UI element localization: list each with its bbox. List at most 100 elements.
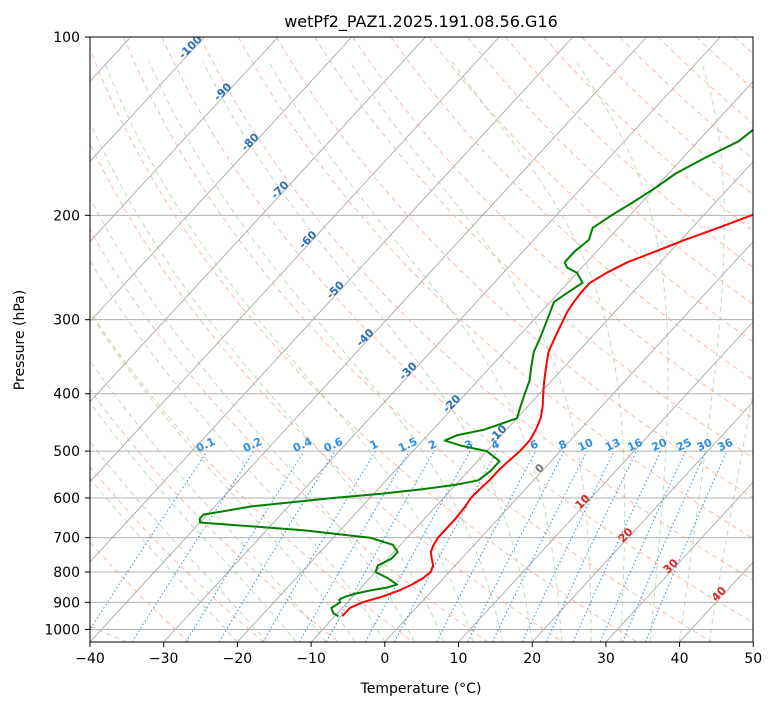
mixing-ratio-labels: 0.1 0.2 0.4 0.6 1 1.5 2 3 4 6 8 10 13 16 20 25 30 36 <box>194 435 735 455</box>
dry-adiabat <box>90 47 638 642</box>
mixing-ratio-line <box>218 450 336 642</box>
profile-lines <box>198 128 753 618</box>
moist-adiabat <box>90 401 297 642</box>
mixing-ratio-label: 16 <box>625 436 645 454</box>
x-axis-ticks: −40 −30 −20 −10 0 10 20 30 40 50 <box>75 642 762 667</box>
isotherm-line <box>163 37 721 642</box>
x-tick-label: 50 <box>744 651 762 667</box>
dry-adiabat <box>123 37 713 642</box>
mixing-ratio-line <box>185 450 305 642</box>
dry-adiabat <box>390 37 753 381</box>
x-tick-label: 40 <box>671 651 689 667</box>
mixing-ratio-line <box>90 450 208 631</box>
dry-adiabat <box>275 37 753 499</box>
isotherm-label: -20 <box>440 392 463 415</box>
isotherm-label: -80 <box>239 130 262 153</box>
isotherm-label: -70 <box>268 178 291 201</box>
dry-adiabat <box>161 37 753 624</box>
moist-adiabat <box>90 440 268 642</box>
moist-adiabat <box>451 61 626 642</box>
x-tick-label: 30 <box>597 651 615 667</box>
isotherm-line <box>90 37 500 483</box>
x-tick-label: −10 <box>296 651 326 667</box>
mixing-ratio-line <box>131 450 255 642</box>
isotherm-line <box>384 241 753 642</box>
dry-adiabat <box>90 229 489 642</box>
dry-adiabat <box>505 37 753 268</box>
isotherm-label: -60 <box>296 228 319 251</box>
mixing-ratio-label: 0.6 <box>322 435 345 455</box>
mixing-ratio-label: 1 <box>368 437 380 452</box>
moist-adiabat <box>148 61 504 642</box>
mixing-ratio-label: 36 <box>716 436 736 454</box>
isotherm-line <box>605 481 753 642</box>
isotherm-line <box>679 561 753 642</box>
isotherm-line <box>237 80 753 642</box>
moist-adiabat <box>90 312 356 642</box>
isotherm-line <box>90 37 279 243</box>
y-tick-label: 400 <box>53 387 80 403</box>
mixing-ratio-label: 1.5 <box>396 435 419 455</box>
isotherm-line <box>90 37 205 163</box>
y-tick-label: 1000 <box>44 622 80 638</box>
background-lines <box>0 37 753 642</box>
moist-adiabat <box>202 61 533 642</box>
dry-adiabat <box>466 37 753 305</box>
isotherm-line <box>0 37 57 642</box>
y-tick-label: 200 <box>53 208 80 224</box>
isotherm-label: -50 <box>324 278 347 301</box>
mixing-ratio-label: 10 <box>576 436 596 454</box>
moist-adiabat <box>90 359 327 642</box>
isotherm-line <box>90 37 574 563</box>
isotherm-line <box>752 641 753 642</box>
dewpoint-line <box>198 128 753 618</box>
mixing-ratio-line <box>644 450 728 642</box>
mixing-ratio-line <box>622 450 707 642</box>
isotherm-label: 10 <box>573 492 593 512</box>
mixing-ratio-label: 20 <box>650 436 670 454</box>
x-axis-label: Temperature (°C) <box>360 681 482 697</box>
mixing-ratio-label: 30 <box>695 436 715 454</box>
moist-adiabat <box>90 120 445 642</box>
dry-adiabat <box>619 37 753 160</box>
mixing-ratio-line <box>364 450 471 642</box>
moist-adiabat <box>90 259 386 642</box>
dry-adiabat <box>657 37 753 125</box>
isotherm-label: 20 <box>616 525 636 545</box>
x-tick-label: 20 <box>523 651 541 667</box>
temperature-line <box>341 213 753 617</box>
dry-adiabat <box>734 37 753 55</box>
mixing-ratio-line <box>393 450 498 642</box>
dry-adiabat <box>237 37 753 540</box>
moist-adiabat <box>679 61 725 642</box>
isotherm-label: -40 <box>353 326 376 349</box>
mixing-ratio-label: 0.4 <box>291 435 314 455</box>
mixing-ratio-label: 3 <box>463 437 475 452</box>
mixing-ratio-line <box>492 450 588 642</box>
mixing-ratio-line <box>467 450 565 642</box>
x-tick-label: −40 <box>75 651 105 667</box>
mixing-ratio-line <box>298 450 410 642</box>
y-tick-label: 600 <box>53 491 80 507</box>
plot-frame <box>89 36 754 643</box>
moist-adiabat <box>268 61 563 642</box>
isotherm-line <box>458 321 753 642</box>
y-tick-label: 900 <box>53 595 80 611</box>
mixing-ratio-label: 13 <box>603 436 622 454</box>
chart-title: wetPf2_PAZ1.2025.191.08.56.G16 <box>284 12 558 32</box>
dry-adiabat <box>428 37 753 343</box>
x-tick-label: 0 <box>380 651 389 667</box>
mixing-ratio-line <box>599 450 686 642</box>
isotherm-line <box>90 37 353 323</box>
dry-adiabat <box>199 37 753 581</box>
isotherm-label: 30 <box>661 556 681 576</box>
y-axis-ticks: 100 200 300 400 500 600 700 800 900 1000 <box>44 30 90 638</box>
isotherm-line <box>310 161 753 642</box>
moist-adiabat <box>103 61 474 642</box>
mixing-ratio-line <box>325 450 435 642</box>
dry-adiabat <box>695 37 753 90</box>
y-tick-label: 500 <box>53 444 80 460</box>
moist-adiabat <box>708 390 753 642</box>
dry-adiabat <box>543 37 753 232</box>
